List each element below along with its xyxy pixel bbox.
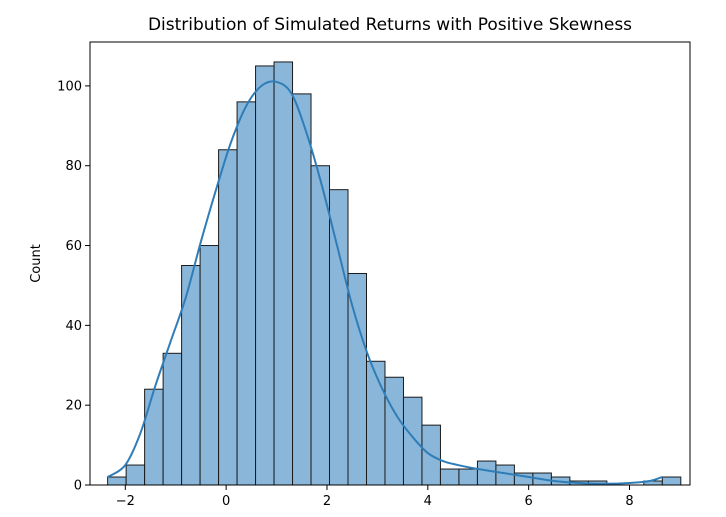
- histogram-bar: [310, 165, 331, 486]
- histogram-bars: [107, 61, 682, 486]
- histogram-bar: [384, 376, 404, 486]
- y-tick-label: 40: [65, 319, 82, 334]
- plot-frame: [89, 41, 691, 486]
- x-tick-label: −2: [116, 494, 135, 509]
- histogram-bar: [125, 464, 146, 486]
- histogram-bar: [181, 264, 201, 486]
- histogram-bar: [273, 61, 294, 486]
- histogram-bar: [439, 468, 460, 486]
- histogram-bar: [144, 388, 164, 486]
- y-tick-label: 60: [65, 239, 82, 254]
- histogram-bar: [347, 272, 367, 486]
- x-tick-label: 4: [424, 494, 432, 509]
- y-axis-label: Count: [29, 244, 44, 283]
- kde-curve: [107, 80, 663, 485]
- y-tick-label: 20: [65, 399, 82, 414]
- y-tick-label: 0: [74, 479, 82, 494]
- y-axis: 0 20 40 60 80 100: [57, 79, 90, 494]
- histogram-bar: [365, 360, 386, 486]
- histogram-bar: [255, 65, 275, 486]
- histogram-bar: [661, 476, 682, 486]
- x-tick-label: 2: [323, 494, 331, 509]
- histogram-bar: [218, 149, 238, 486]
- chart-title: Distribution of Simulated Returns with P…: [148, 15, 632, 35]
- histogram-bar: [162, 352, 183, 486]
- x-axis: −2 0 2 4 6 8: [116, 485, 634, 509]
- histogram-bar: [329, 189, 349, 486]
- histogram-bar: [199, 245, 220, 486]
- x-tick-label: 8: [625, 494, 633, 509]
- histogram-bar: [458, 468, 478, 486]
- histogram-bar: [476, 460, 497, 486]
- histogram-bar: [236, 101, 257, 486]
- histogram-bar: [292, 93, 312, 486]
- y-tick-label: 100: [57, 79, 82, 94]
- y-tick-label: 80: [65, 159, 82, 174]
- x-tick-label: 0: [222, 494, 230, 509]
- histogram-bar: [402, 396, 423, 486]
- histogram-bar: [107, 476, 127, 486]
- x-tick-label: 6: [525, 494, 533, 509]
